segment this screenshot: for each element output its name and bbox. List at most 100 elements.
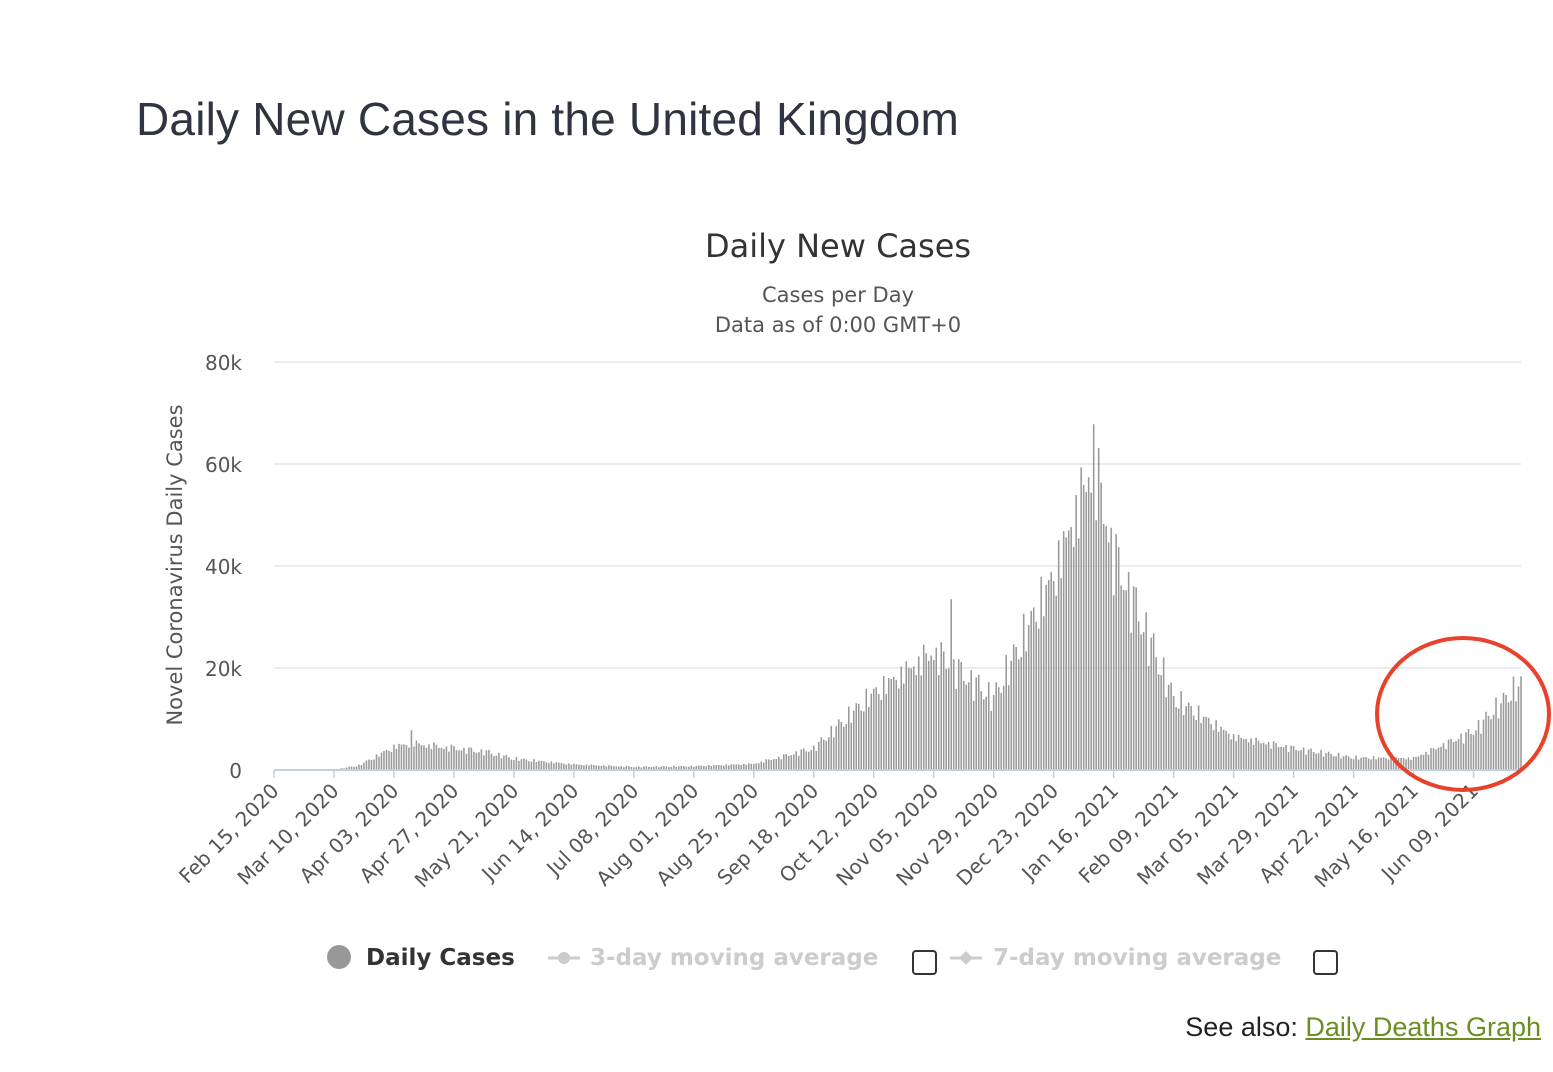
bar[interactable] [1342,756,1345,770]
bar[interactable] [528,761,530,770]
bar[interactable] [1377,757,1380,770]
bar[interactable] [1337,752,1340,770]
bar[interactable] [468,747,470,770]
bar[interactable] [535,761,538,770]
bar[interactable] [1457,738,1460,770]
bar[interactable] [780,759,783,770]
bar[interactable] [1052,581,1055,770]
bar[interactable] [1340,758,1342,770]
bar[interactable] [500,758,503,770]
bar[interactable] [1212,730,1215,770]
bar[interactable] [395,748,398,770]
daily-deaths-graph-link[interactable]: Daily Deaths Graph [1305,1012,1541,1042]
bar[interactable] [663,766,665,770]
bar[interactable] [1372,756,1375,770]
bar[interactable] [1060,578,1062,770]
bar[interactable] [393,744,395,770]
bar[interactable] [1327,751,1330,770]
bar[interactable] [1117,547,1120,770]
bar[interactable] [633,767,635,770]
bar[interactable] [1207,717,1210,770]
bar[interactable] [1015,647,1017,770]
bar[interactable] [430,749,433,770]
bar[interactable] [955,689,958,770]
checkbox-3-day[interactable] [912,950,937,975]
bar[interactable] [538,760,540,770]
bar[interactable] [1110,527,1112,770]
bar[interactable] [1007,685,1010,770]
bar[interactable] [653,766,655,770]
bar[interactable] [368,759,370,770]
bar[interactable] [1347,756,1350,770]
bar[interactable] [1155,657,1157,770]
bar[interactable] [448,751,450,770]
bar[interactable] [480,749,483,770]
bar[interactable] [907,667,910,770]
bar[interactable] [945,668,948,770]
bar[interactable] [635,767,638,770]
legend-item-7-day-average[interactable]: 7-day moving average [950,945,1281,971]
bar[interactable] [748,763,750,770]
bar[interactable] [1262,742,1265,770]
bar[interactable] [820,737,823,770]
bar[interactable] [550,761,553,770]
bar[interactable] [830,725,833,770]
bar[interactable] [860,710,863,770]
bar[interactable] [1067,530,1070,770]
bar[interactable] [922,644,925,770]
bar[interactable] [952,659,955,770]
bar[interactable] [1435,749,1437,770]
bar[interactable] [1500,703,1502,770]
bar[interactable] [510,759,513,770]
bar[interactable] [1025,651,1027,770]
bar[interactable] [917,656,920,770]
bar[interactable] [920,675,923,770]
bar[interactable] [728,765,730,770]
bar[interactable] [1260,743,1262,770]
bar[interactable] [995,682,997,770]
bar[interactable] [428,744,430,770]
bar[interactable] [623,767,625,770]
bar[interactable] [1132,586,1135,770]
bar[interactable] [715,765,718,770]
bar[interactable] [890,679,893,770]
bar[interactable] [940,642,943,770]
bar[interactable] [555,762,558,770]
bar[interactable] [1362,757,1365,770]
bar[interactable] [365,760,368,770]
bar[interactable] [688,766,690,770]
bar[interactable] [1447,739,1450,770]
bar[interactable] [1180,690,1182,770]
bar[interactable] [1285,744,1287,770]
bar[interactable] [1507,702,1510,770]
bar[interactable] [1312,751,1315,770]
bar[interactable] [1332,756,1335,770]
bar[interactable] [625,766,628,770]
bar[interactable] [1227,733,1230,770]
bar[interactable] [808,751,810,770]
bar[interactable] [1515,701,1517,770]
bar[interactable] [493,755,495,770]
bar[interactable] [1487,715,1490,770]
bar[interactable] [755,763,758,770]
bar[interactable] [570,764,573,770]
bar[interactable] [1035,621,1037,770]
bar[interactable] [1012,644,1015,770]
bar[interactable] [530,761,533,770]
bar[interactable] [1240,737,1242,770]
bar[interactable] [867,706,870,770]
bar[interactable] [660,766,663,770]
bar[interactable] [1215,720,1217,770]
bar[interactable] [733,764,735,770]
bar[interactable] [1182,715,1185,770]
bar[interactable] [865,688,868,770]
bar[interactable] [935,647,938,770]
bar[interactable] [753,764,755,770]
bar[interactable] [793,754,795,770]
bar[interactable] [1520,676,1522,770]
bar[interactable] [375,754,378,770]
bar[interactable] [745,764,748,770]
bar[interactable] [1387,759,1390,770]
bar[interactable] [847,706,850,770]
bar[interactable] [1175,707,1177,770]
